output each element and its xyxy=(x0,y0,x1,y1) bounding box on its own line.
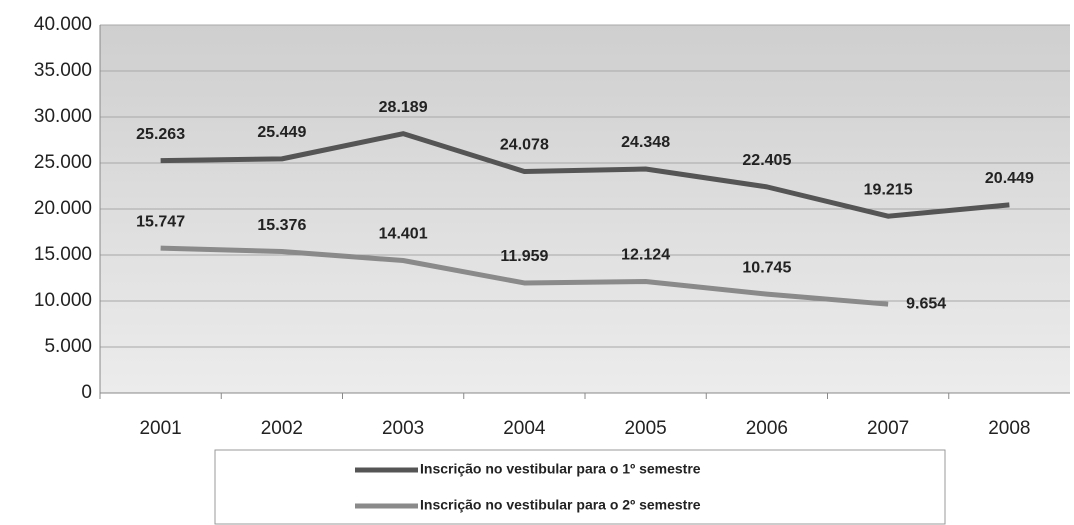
series-line xyxy=(160,131,1010,219)
y-tick-label: 40.000 xyxy=(34,14,92,35)
value-label: 14.401 xyxy=(379,226,428,243)
x-tick-label: 2004 xyxy=(503,418,546,439)
value-label: 15.376 xyxy=(257,217,306,234)
x-tick-label: 2002 xyxy=(261,418,303,439)
value-label: 20.449 xyxy=(985,170,1034,187)
x-tick-label: 2001 xyxy=(139,418,181,439)
value-label: 28.189 xyxy=(379,99,428,116)
y-tick-label: 35.000 xyxy=(34,60,92,81)
legend-label: Inscrição no vestibular para o 1º semest… xyxy=(420,461,701,477)
legend-box xyxy=(214,449,946,525)
value-label: 24.348 xyxy=(621,134,670,151)
value-label: 24.078 xyxy=(500,137,549,154)
value-label: 25.263 xyxy=(136,126,185,143)
value-label: 19.215 xyxy=(864,181,913,198)
value-label: 9.654 xyxy=(906,295,946,312)
x-tick-label: 2005 xyxy=(624,418,666,439)
y-tick-label: 15.000 xyxy=(34,244,92,265)
x-tick-label: 2008 xyxy=(988,418,1030,439)
value-label: 15.747 xyxy=(136,213,185,230)
value-label: 25.449 xyxy=(257,124,306,141)
y-tick-label: 5.000 xyxy=(44,336,92,357)
y-tick-label: 25.000 xyxy=(34,152,92,173)
series-line xyxy=(160,245,889,307)
y-tick-label: 30.000 xyxy=(34,106,92,127)
value-label: 12.124 xyxy=(621,247,670,264)
x-tick-label: 2003 xyxy=(382,418,424,439)
y-tick-label: 0 xyxy=(81,382,92,403)
x-tick-label: 2007 xyxy=(867,418,909,439)
y-tick-label: 20.000 xyxy=(34,198,92,219)
value-label: 22.405 xyxy=(742,152,791,169)
legend-label: Inscrição no vestibular para o 2º semest… xyxy=(420,497,701,513)
x-tick-label: 2006 xyxy=(746,418,788,439)
value-label: 11.959 xyxy=(500,248,548,265)
value-label: 10.745 xyxy=(742,259,791,276)
y-tick-label: 10.000 xyxy=(34,290,92,311)
